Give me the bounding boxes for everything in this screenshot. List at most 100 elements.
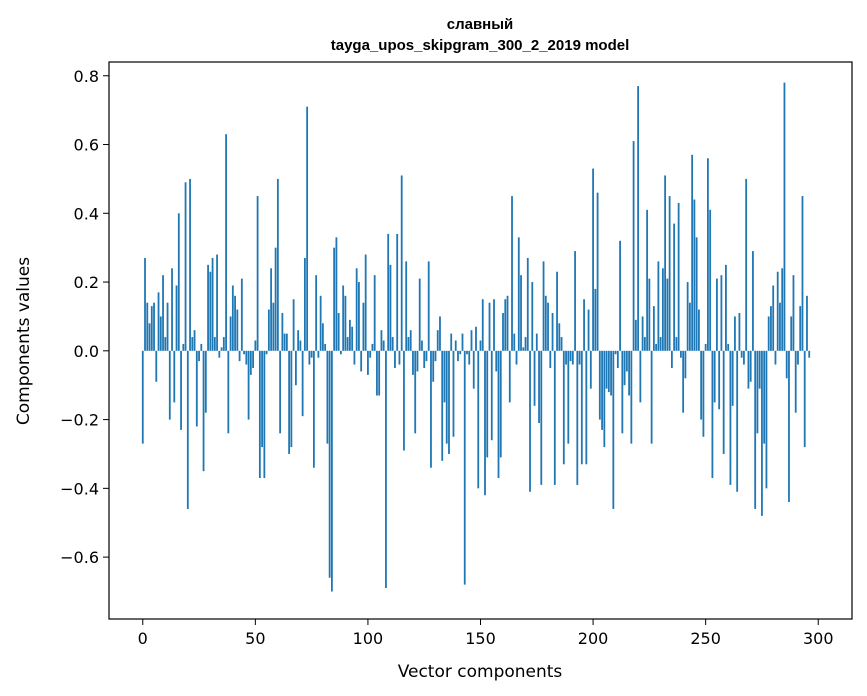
bar-component-2 <box>146 302 149 351</box>
bar-component-176 <box>538 350 540 424</box>
bar-component-182 <box>551 312 554 351</box>
bar-component-99 <box>364 254 367 351</box>
bar-component-237 <box>675 337 678 351</box>
bar-component-294 <box>803 350 806 448</box>
bar-component-28 <box>204 350 207 413</box>
bar-component-281 <box>774 350 777 365</box>
bar-component-225 <box>648 278 651 351</box>
bar-component-287 <box>788 350 790 503</box>
bar-component-265 <box>738 312 741 351</box>
bar-component-87 <box>337 312 340 351</box>
bar-component-80 <box>321 323 324 351</box>
bar-component-134 <box>443 350 446 403</box>
y-tick-label: −0.6 <box>60 548 99 567</box>
bar-component-112 <box>394 350 396 368</box>
bar-component-194 <box>578 350 581 365</box>
bar-component-69 <box>297 330 300 351</box>
bar-component-81 <box>324 343 327 351</box>
bar-component-40 <box>231 285 234 351</box>
x-tick-label: 250 <box>690 629 721 648</box>
bar-component-186 <box>560 337 563 351</box>
bar-component-211 <box>616 350 619 368</box>
bar-component-259 <box>725 264 727 351</box>
bar-component-16 <box>177 213 180 351</box>
bar-component-269 <box>747 350 750 389</box>
bar-component-56 <box>267 309 270 351</box>
bar-component-270 <box>749 350 752 382</box>
bar-component-165 <box>513 333 516 351</box>
bar-component-174 <box>533 350 536 406</box>
bar-component-285 <box>783 82 786 351</box>
bar-component-123 <box>418 278 421 351</box>
bar-component-39 <box>229 316 232 351</box>
bar-component-135 <box>445 350 448 444</box>
bar-component-0 <box>141 350 144 444</box>
y-tick-label: 0.6 <box>74 136 99 155</box>
bar-component-61 <box>279 350 282 434</box>
bar-component-76 <box>312 350 315 468</box>
bar-component-199 <box>589 350 592 389</box>
bar-component-279 <box>770 306 772 351</box>
bar-component-17 <box>180 350 182 430</box>
bar-component-65 <box>288 350 291 454</box>
bar-component-161 <box>504 299 507 351</box>
bar-component-254 <box>713 350 716 403</box>
bar-component-30 <box>209 271 212 351</box>
bar-component-180 <box>547 302 549 351</box>
bar-component-102 <box>371 343 374 351</box>
bar-component-184 <box>556 271 558 351</box>
bar-component-31 <box>211 257 214 351</box>
bar-component-159 <box>499 350 502 458</box>
bar-component-92 <box>349 319 351 351</box>
bar-component-257 <box>720 275 723 351</box>
bar-component-114 <box>398 350 401 365</box>
bar-component-203 <box>598 350 601 420</box>
bar-component-224 <box>646 209 649 351</box>
bar-component-72 <box>303 257 306 351</box>
bar-component-8 <box>159 316 162 351</box>
bar-component-127 <box>427 261 430 351</box>
bar-component-228 <box>655 343 658 351</box>
bar-component-191 <box>571 350 574 365</box>
bar-component-3 <box>148 323 151 351</box>
bar-component-218 <box>632 141 635 351</box>
bar-component-12 <box>168 350 171 420</box>
x-tick-label: 300 <box>803 629 834 648</box>
bar-component-172 <box>529 350 531 492</box>
bar-component-46 <box>245 350 248 365</box>
bar-component-275 <box>761 350 763 516</box>
bar-component-177 <box>540 350 543 485</box>
bar-component-67 <box>292 299 295 351</box>
bar-component-116 <box>403 350 405 451</box>
bar-component-107 <box>382 340 385 351</box>
bar-component-197 <box>585 350 588 465</box>
y-axis-label: Components values <box>14 257 34 425</box>
bar-component-113 <box>396 233 399 351</box>
bar-component-284 <box>781 268 784 351</box>
bar-component-122 <box>416 350 419 372</box>
bar-component-168 <box>520 275 522 351</box>
bar-component-160 <box>502 312 504 351</box>
bar-component-152 <box>484 350 486 496</box>
bar-component-192 <box>574 251 576 351</box>
bar-component-82 <box>326 350 329 444</box>
bar-component-278 <box>767 316 770 351</box>
bar-component-70 <box>299 340 302 351</box>
bar-component-136 <box>448 350 450 454</box>
bar-component-219 <box>634 319 637 351</box>
bar-component-293 <box>801 196 804 351</box>
bar-component-11 <box>166 302 169 351</box>
bar-component-93 <box>351 326 354 351</box>
bar-component-283 <box>779 302 781 351</box>
bar-component-26 <box>200 343 203 351</box>
bar-component-118 <box>407 337 410 351</box>
bar-component-126 <box>425 350 428 362</box>
bar-component-282 <box>776 271 779 351</box>
bar-component-234 <box>668 196 671 351</box>
bar-component-88 <box>340 350 342 355</box>
bar-component-115 <box>400 175 403 351</box>
bar-component-25 <box>198 350 200 362</box>
bar-component-157 <box>495 350 498 372</box>
bar-component-20 <box>186 350 189 509</box>
bar-component-227 <box>652 306 655 351</box>
